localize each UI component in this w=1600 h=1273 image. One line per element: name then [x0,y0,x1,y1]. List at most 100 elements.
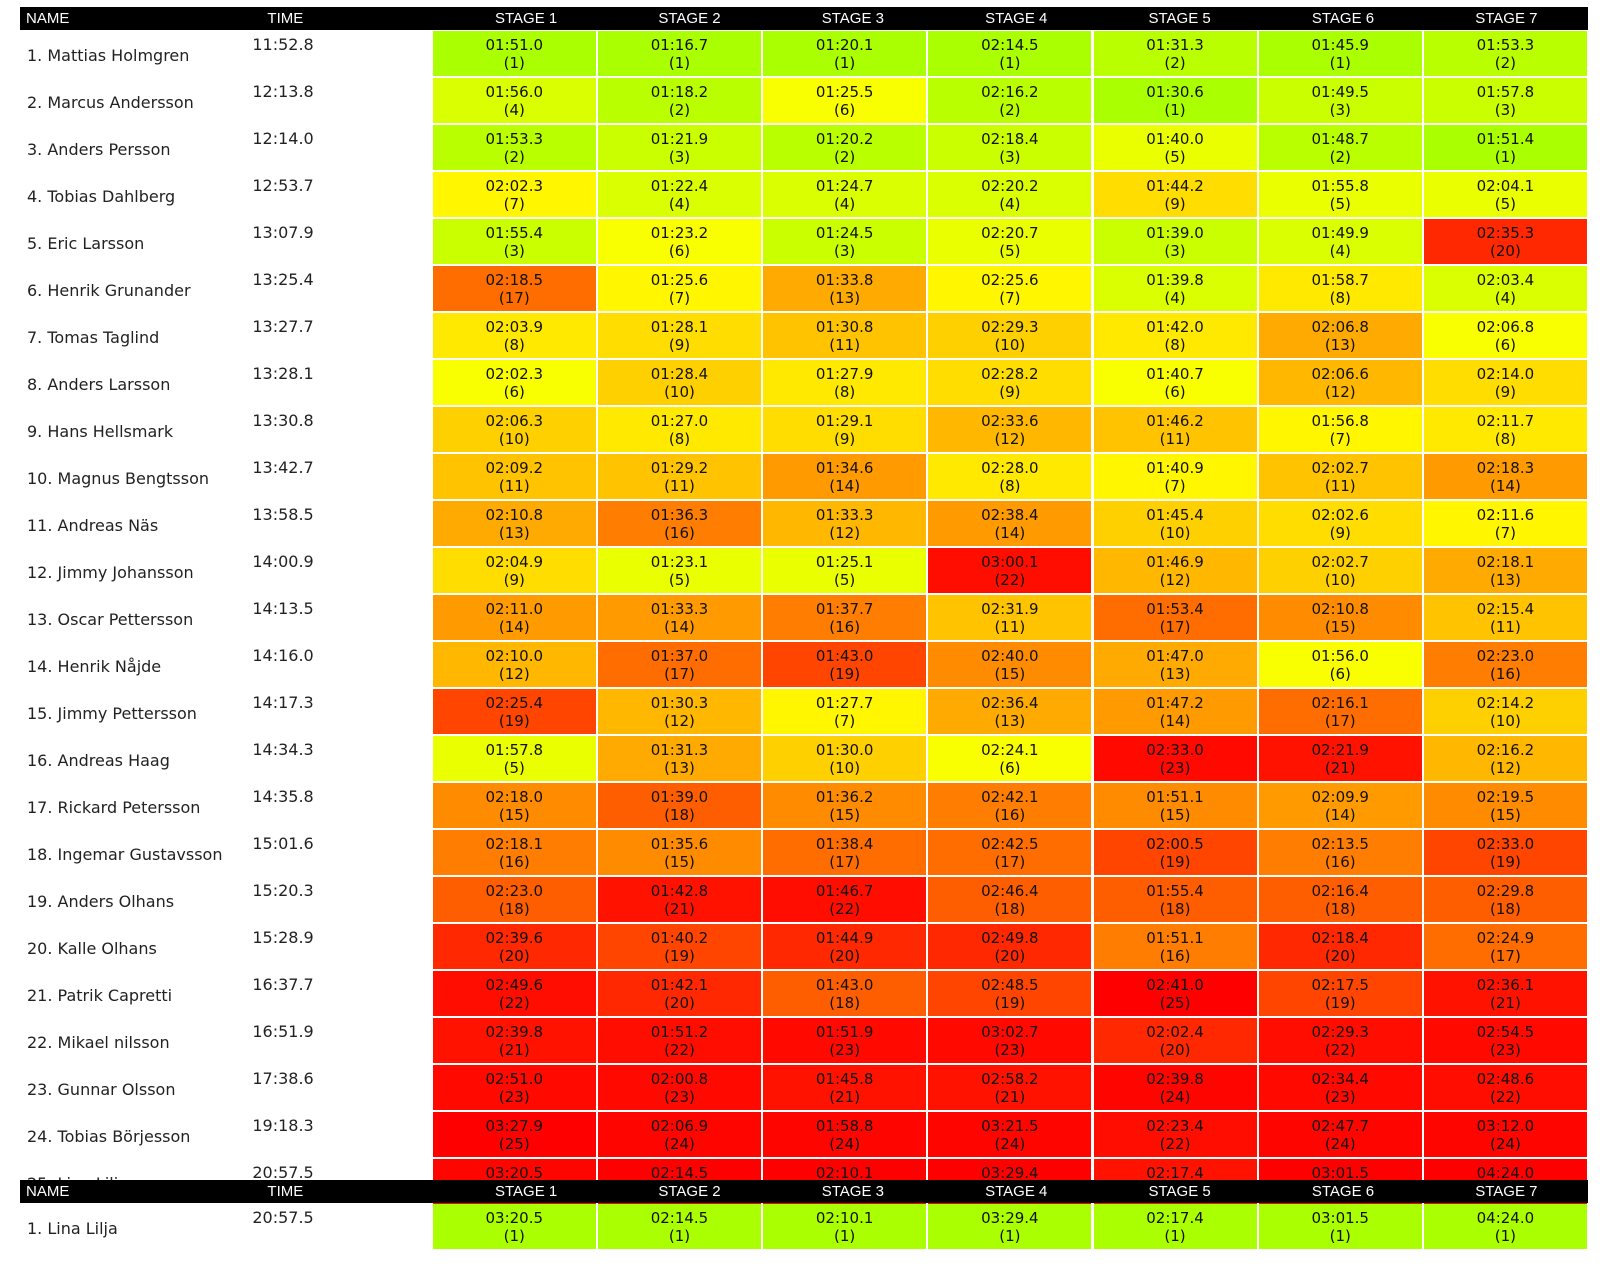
stage-time: 01:43.0 [815,647,874,665]
stage-time: 01:30.8 [815,318,874,336]
driver-name: 4. Tobias Dahlberg [27,187,176,206]
stage-rank: (7) [503,195,525,213]
stage-time: 02:34.4 [1311,1070,1369,1088]
stage-rank: (17) [664,665,695,683]
stage-cell: 01:35.6 (15) [597,830,761,875]
stage-time: 01:45.9 [1311,36,1369,54]
stage-cell: 02:16.2 (2) [928,78,1092,123]
stage-rank: (20) [1324,947,1356,965]
table-row: 14. Henrik Nåjde 14:16.0 02:10.0 (12) 01:37.… [20,641,1588,688]
stage-cell: 02:29.8 (18) [1423,877,1587,922]
stage-rank: (21) [498,1041,530,1059]
stage-time: 01:40.0 [1146,130,1204,148]
stage-rank: (16) [829,618,861,636]
total-time: 12:14.0 [252,129,314,148]
stage-time: 01:55.4 [485,224,544,242]
stage-rank: (19) [498,712,530,730]
stage-cell: 02:19.5 (15) [1423,783,1587,828]
stage-cell: 02:10.0 (12) [432,642,596,687]
stage-time: 02:02.7 [1311,553,1369,571]
stage-cell: 01:31.3 (13) [597,736,761,781]
stage-time: 01:21.9 [650,130,709,148]
stage-cell: 01:56.8 (7) [1258,407,1422,452]
stage-cell: 02:23.0 (18) [432,877,596,922]
total-time: 16:51.9 [252,1022,314,1041]
driver-name: 17. Rickard Petersson [27,798,201,817]
stage-cell: 03:12.0 (24) [1423,1112,1587,1157]
stage-rank: (6) [668,242,691,260]
stage-time: 02:06.8 [1311,318,1369,336]
stage-rank: (14) [1159,712,1191,730]
stage-rank: (1) [1329,54,1351,72]
stage-cell: 04:24.0 (1) [1423,1204,1587,1249]
stage-rank: (11) [829,336,861,354]
stage-cell: 01:53.3 (2) [432,125,596,170]
stage-time: 01:34.6 [815,459,874,477]
stage-rank: (1) [668,1227,691,1245]
stage-time: 01:57.8 [485,741,544,759]
stage-cell: 01:27.7 (7) [763,689,927,734]
stage-time: 02:47.7 [1311,1117,1369,1135]
stage-time: 02:39.6 [485,929,544,947]
stage-cell: 02:21.9 (21) [1258,736,1422,781]
stage-cell: 02:25.6 (7) [928,266,1092,311]
stage-rank: (8) [999,477,1021,495]
stage-rank: (9) [1329,524,1351,542]
stage-rank: (9) [834,430,856,448]
stage-cell: 02:00.8 (23) [597,1065,761,1110]
stage-rank: (13) [829,289,861,307]
table-body: 1. Lina Lilja 20:57.5 03:20.5 (1) 02:14.5 (1)… [20,1203,1588,1250]
stage-rank: (20) [1490,242,1521,260]
stage-time: 02:23.0 [1476,647,1535,665]
stage-rank: (17) [1490,947,1521,965]
stage-cell: 01:51.1 (16) [1093,924,1257,969]
stage-time: 01:27.0 [650,412,709,430]
stage-time: 04:24.0 [1476,1164,1535,1182]
stage-rank: (23) [1324,1088,1356,1106]
stage-cell: 01:25.6 (7) [597,266,761,311]
column-header: STAGE 2 [658,10,721,27]
stage-cell: 01:30.6 (1) [1093,78,1257,123]
stage-cell: 01:58.8 (24) [763,1112,927,1157]
stage-rank: (1) [1494,1227,1517,1245]
stage-time: 02:18.0 [485,788,544,806]
stage-cell: 01:44.2 (9) [1093,172,1257,217]
stage-cell: 01:25.1 (5) [763,548,927,593]
stage-time: 02:10.8 [1311,600,1369,618]
column-header: STAGE 6 [1311,1183,1375,1200]
stage-time: 01:33.3 [650,600,709,618]
stage-time: 02:18.4 [981,130,1039,148]
stage-time: 01:58.7 [1311,271,1369,289]
stage-rank: (19) [994,994,1026,1012]
stage-rank: (23) [1490,1041,1521,1059]
stage-time: 03:29.4 [981,1164,1039,1182]
stage-time: 02:51.0 [485,1070,544,1088]
stage-rank: (24) [994,1135,1026,1153]
stage-rank: (11) [1490,618,1521,636]
stage-rank: (1) [1494,148,1517,166]
total-time: 14:17.3 [252,693,314,712]
stage-time: 01:23.1 [650,553,709,571]
stage-cell: 01:37.0 (17) [597,642,761,687]
stage-time: 01:39.0 [650,788,709,806]
stage-rank: (5) [1164,148,1186,166]
stage-cell: 01:45.4 (10) [1093,501,1257,546]
stage-rank: (9) [999,383,1021,401]
stage-rank: (7) [1494,524,1517,542]
stage-time: 02:49.6 [485,976,544,994]
stage-rank: (5) [503,759,525,777]
stage-cell: 02:10.8 (13) [432,501,596,546]
stage-cell: 02:33.6 (12) [928,407,1092,452]
stage-cell: 02:14.2 (10) [1423,689,1587,734]
stage-rank: (15) [1159,806,1191,824]
stage-rank: (19) [829,665,861,683]
stage-cell: 01:46.2 (11) [1093,407,1257,452]
stage-time: 01:31.3 [650,741,709,759]
stage-time: 02:46.4 [981,882,1039,900]
stage-cell: 02:31.9 (11) [928,595,1092,640]
stage-rank: (19) [1159,853,1191,871]
stage-cell: 02:16.2 (12) [1423,736,1587,781]
stage-cell: 02:04.9 (9) [432,548,596,593]
stage-rank: (1) [834,1227,856,1245]
stage-rank: (12) [994,430,1026,448]
